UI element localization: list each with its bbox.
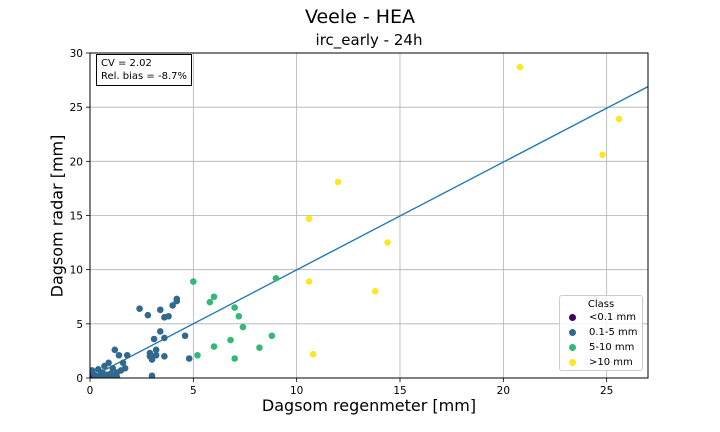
data-point xyxy=(105,373,112,378)
data-point xyxy=(206,298,214,306)
regression-line xyxy=(89,86,649,379)
y-tick-label: 30 xyxy=(70,48,83,60)
x-tick-label: 10 xyxy=(290,385,303,397)
legend-label: 5-10 mm xyxy=(589,342,635,353)
legend-title: Class xyxy=(587,299,615,310)
data-point xyxy=(152,351,160,359)
data-point xyxy=(152,346,160,354)
data-point xyxy=(210,343,218,350)
legend-label: >10 mm xyxy=(589,357,633,368)
x-tick-label: 20 xyxy=(497,385,510,397)
data-point xyxy=(384,239,391,246)
data-point xyxy=(136,305,143,312)
legend-item: >10 mm xyxy=(569,355,642,370)
y-tick-label: 20 xyxy=(70,156,83,168)
x-tick-label: 5 xyxy=(190,385,197,397)
cv-stat: CV = 2.02 xyxy=(101,58,152,69)
data-point xyxy=(272,275,280,282)
y-tick-label: 5 xyxy=(76,319,83,331)
data-point xyxy=(156,306,164,314)
data-point xyxy=(113,369,121,376)
data-point xyxy=(210,293,218,301)
figure-title: Veele - HEA xyxy=(304,6,416,28)
data-point xyxy=(227,336,234,344)
data-point xyxy=(231,355,238,362)
data-point xyxy=(190,278,197,285)
legend-label: 0.1-5 mm xyxy=(589,327,638,338)
legend-marker xyxy=(569,359,576,366)
legend-item: 0.1-5 mm xyxy=(569,325,642,340)
legend-label: <0.1 mm xyxy=(589,312,636,323)
data-point xyxy=(105,359,112,367)
data-point xyxy=(516,63,524,71)
bias-stat: Rel. bias = -8.7% xyxy=(101,71,188,82)
data-point xyxy=(194,351,201,359)
data-point xyxy=(599,151,606,159)
data-point xyxy=(115,351,123,359)
data-point xyxy=(109,364,117,372)
legend-item: 5-10 mm xyxy=(569,340,642,355)
data-point xyxy=(231,304,238,311)
data-point xyxy=(239,323,247,331)
legend-marker xyxy=(569,329,576,336)
data-point xyxy=(181,332,189,340)
data-point xyxy=(173,295,181,303)
regression-line-layer xyxy=(89,86,649,379)
y-tick-label: 0 xyxy=(76,373,83,385)
axis-ticks: 0 5 10 15 20 25 0 5 10 15 20 25 30 xyxy=(70,48,614,397)
data-point xyxy=(123,351,131,359)
legend: Class <0.1 mm 0.1-5 mm 5-10 mm >10 mm xyxy=(559,295,643,371)
data-point xyxy=(111,346,119,354)
data-point xyxy=(92,374,100,378)
y-axis-label: Dagsom radar [mm] xyxy=(47,134,67,298)
data-point xyxy=(169,302,176,309)
y-tick-label: 15 xyxy=(70,211,83,223)
data-point xyxy=(165,312,172,320)
data-point xyxy=(161,334,168,342)
data-point xyxy=(144,311,152,319)
data-point xyxy=(185,355,193,362)
data-point xyxy=(119,359,127,367)
data-point xyxy=(99,374,106,378)
data-point xyxy=(268,332,276,340)
x-tick-label: 25 xyxy=(600,385,613,397)
data-point xyxy=(148,356,156,363)
data-point xyxy=(309,350,317,358)
y-tick-label: 25 xyxy=(70,102,83,114)
data-point xyxy=(334,178,342,186)
data-point xyxy=(235,312,243,320)
x-axis-label: Dagsom regenmeter [mm] xyxy=(261,396,477,415)
data-point xyxy=(615,115,623,123)
data-point xyxy=(161,353,168,360)
data-point xyxy=(121,364,129,372)
data-point xyxy=(156,328,164,335)
data-points xyxy=(90,63,623,378)
data-point xyxy=(305,215,313,223)
data-point xyxy=(150,335,158,343)
data-point xyxy=(148,372,156,378)
legend-item: <0.1 mm xyxy=(569,310,642,325)
stats-box: CV = 2.02 Rel. bias = -8.7% xyxy=(96,54,193,86)
data-point xyxy=(371,288,379,295)
y-tick-label: 10 xyxy=(70,265,83,277)
data-point xyxy=(305,278,313,285)
x-tick-label: 0 xyxy=(87,385,94,397)
legend-marker xyxy=(569,344,576,351)
x-tick-label: 15 xyxy=(393,385,406,397)
data-point xyxy=(256,344,263,351)
legend-marker xyxy=(569,314,576,321)
chart-title: irc_early - 24h xyxy=(315,31,423,49)
